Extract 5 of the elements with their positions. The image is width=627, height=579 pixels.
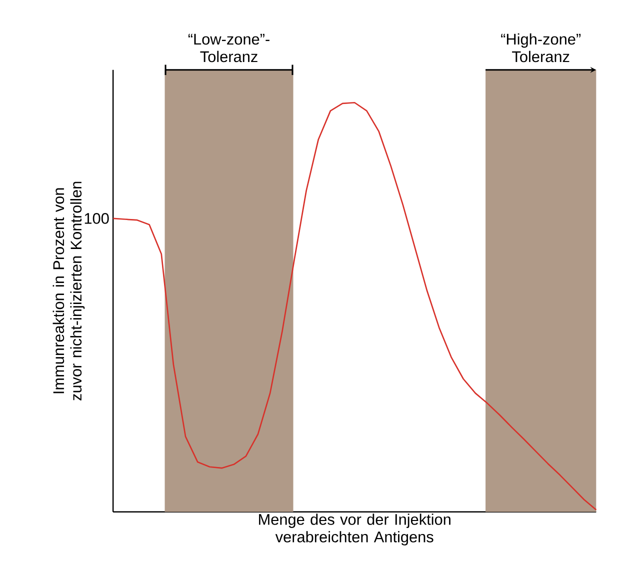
text: 100 — [84, 213, 109, 224]
text: “Low-zone”-Toleranz — [188, 34, 270, 62]
y-axis-title: Immunreaktion in Prozent von zuvor nicht-injizierten Kontrollen — [52, 182, 85, 401]
x-axis-title: Menge des vor der Injektion verabreichten Antigens — [259, 514, 450, 546]
text: “High-zone” Toleranz — [501, 34, 581, 62]
